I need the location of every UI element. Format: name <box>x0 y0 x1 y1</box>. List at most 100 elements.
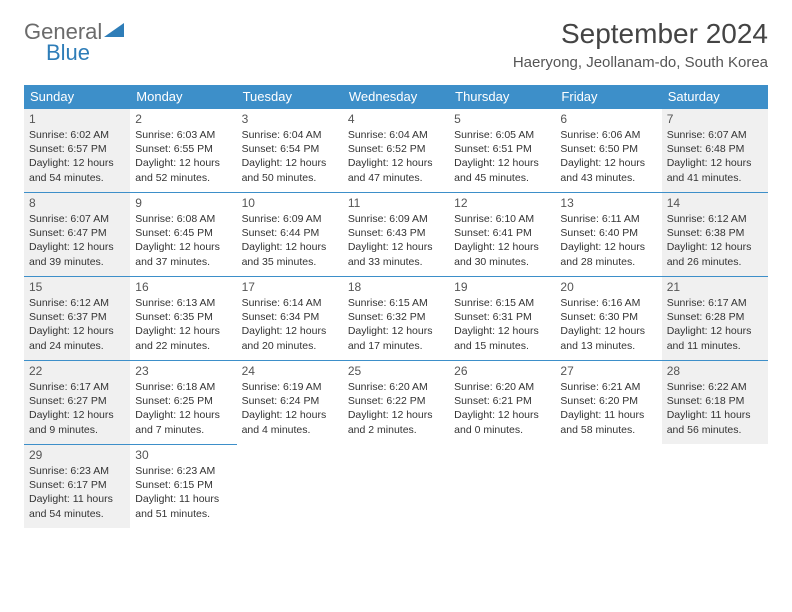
weekday-header: Sunday <box>24 85 130 108</box>
day-number: 13 <box>560 196 656 210</box>
header-row: General Blue September 2024 Haeryong, Je… <box>24 18 768 71</box>
calendar-cell: 3 Sunrise: 6:04 AMSunset: 6:54 PMDaylight… <box>237 108 343 192</box>
day-number: 12 <box>454 196 550 210</box>
calendar-cell: 11 Sunrise: 6:09 AMSunset: 6:43 PMDayligh… <box>343 192 449 276</box>
calendar-cell: 26Sunrise: 6:20 AMSunset: 6:21 PMDayligh… <box>449 360 555 444</box>
day-number: 15 <box>29 280 125 294</box>
day-number: 26 <box>454 364 550 378</box>
calendar-cell: 22 Sunrise: 6:17 AMSunset: 6:27 PMDayligh… <box>24 360 130 444</box>
weekday-header: Friday <box>555 85 661 108</box>
brand-triangle-icon <box>104 22 124 43</box>
day-info: Sunrise: 6:07 AMSunset: 6:47 PMDaylight:… <box>29 212 125 269</box>
weekday-header: Saturday <box>662 85 768 108</box>
calendar-cell-empty <box>662 444 768 528</box>
day-number: 17 <box>242 280 338 294</box>
day-info: Sunrise: 6:09 AMSunset: 6:43 PMDaylight:… <box>348 212 444 269</box>
calendar-cell: 25 Sunrise: 6:20 AMSunset: 6:22 PMDayligh… <box>343 360 449 444</box>
calendar-cell: 6 Sunrise: 6:06 AMSunset: 6:50 PMDaylight… <box>555 108 661 192</box>
day-info: Sunrise: 6:15 AMSunset: 6:32 PMDaylight:… <box>348 296 444 353</box>
calendar-cell: 7Sunrise: 6:07 AMSunset: 6:48 PMDaylight… <box>662 108 768 192</box>
day-number: 11 <box>348 196 444 210</box>
calendar-cell: 15 Sunrise: 6:12 AMSunset: 6:37 PMDayligh… <box>24 276 130 360</box>
day-info: Sunrise: 6:08 AMSunset: 6:45 PMDaylight:… <box>135 212 231 269</box>
calendar-grid: SundayMondayTuesdayWednesdayThursdayFrid… <box>24 85 768 528</box>
day-info: Sunrise: 6:12 AMSunset: 6:38 PMDaylight:… <box>667 212 763 269</box>
day-number: 2 <box>135 112 231 126</box>
calendar-cell: 28 Sunrise: 6:22 AMSunset: 6:18 PMDayligh… <box>662 360 768 444</box>
day-number: 28 <box>667 364 763 378</box>
day-info: Sunrise: 6:23 AMSunset: 6:15 PMDaylight:… <box>135 464 231 521</box>
day-number: 20 <box>560 280 656 294</box>
day-info: Sunrise: 6:11 AMSunset: 6:40 PMDaylight:… <box>560 212 656 269</box>
calendar-cell: 5 Sunrise: 6:05 AMSunset: 6:51 PMDaylight… <box>449 108 555 192</box>
day-info: Sunrise: 6:02 AMSunset: 6:57 PMDaylight:… <box>29 128 125 185</box>
header-right: September 2024 Haeryong, Jeollanam-do, S… <box>513 18 768 71</box>
day-info: Sunrise: 6:04 AMSunset: 6:52 PMDaylight:… <box>348 128 444 185</box>
calendar-cell: 23 Sunrise: 6:18 AMSunset: 6:25 PMDayligh… <box>130 360 236 444</box>
day-number: 9 <box>135 196 231 210</box>
day-number: 5 <box>454 112 550 126</box>
calendar-cell: 2 Sunrise: 6:03 AMSunset: 6:55 PMDaylight… <box>130 108 236 192</box>
day-info: Sunrise: 6:20 AMSunset: 6:22 PMDaylight:… <box>348 380 444 437</box>
calendar-cell: 18 Sunrise: 6:15 AMSunset: 6:32 PMDayligh… <box>343 276 449 360</box>
day-info: Sunrise: 6:22 AMSunset: 6:18 PMDaylight:… <box>667 380 763 437</box>
day-info: Sunrise: 6:17 AMSunset: 6:27 PMDaylight:… <box>29 380 125 437</box>
day-number: 27 <box>560 364 656 378</box>
day-info: Sunrise: 6:17 AMSunset: 6:28 PMDaylight:… <box>667 296 763 353</box>
day-number: 14 <box>667 196 763 210</box>
page-location: Haeryong, Jeollanam-do, South Korea <box>513 54 768 71</box>
calendar-cell-empty <box>343 444 449 528</box>
calendar-cell: 12 Sunrise: 6:10 AMSunset: 6:41 PMDayligh… <box>449 192 555 276</box>
day-number: 10 <box>242 196 338 210</box>
day-info: Sunrise: 6:06 AMSunset: 6:50 PMDaylight:… <box>560 128 656 185</box>
calendar-cell: 10Sunrise: 6:09 AMSunset: 6:44 PMDayligh… <box>237 192 343 276</box>
brand-logo: General Blue <box>24 18 124 64</box>
day-info: Sunrise: 6:12 AMSunset: 6:37 PMDaylight:… <box>29 296 125 353</box>
day-number: 30 <box>135 448 231 462</box>
day-info: Sunrise: 6:23 AMSunset: 6:17 PMDaylight:… <box>29 464 125 521</box>
brand-text: General Blue <box>24 22 124 64</box>
day-number: 25 <box>348 364 444 378</box>
weekday-header: Thursday <box>449 85 555 108</box>
weekday-header: Wednesday <box>343 85 449 108</box>
day-info: Sunrise: 6:10 AMSunset: 6:41 PMDaylight:… <box>454 212 550 269</box>
day-number: 21 <box>667 280 763 294</box>
day-info: Sunrise: 6:19 AMSunset: 6:24 PMDaylight:… <box>242 380 338 437</box>
day-info: Sunrise: 6:15 AMSunset: 6:31 PMDaylight:… <box>454 296 550 353</box>
day-number: 22 <box>29 364 125 378</box>
day-number: 29 <box>29 448 125 462</box>
day-number: 24 <box>242 364 338 378</box>
calendar-cell: 24 Sunrise: 6:19 AMSunset: 6:24 PMDayligh… <box>237 360 343 444</box>
day-info: Sunrise: 6:05 AMSunset: 6:51 PMDaylight:… <box>454 128 550 185</box>
day-number: 16 <box>135 280 231 294</box>
day-info: Sunrise: 6:03 AMSunset: 6:55 PMDaylight:… <box>135 128 231 185</box>
calendar-cell: 13 Sunrise: 6:11 AMSunset: 6:40 PMDayligh… <box>555 192 661 276</box>
weekday-header: Tuesday <box>237 85 343 108</box>
day-number: 4 <box>348 112 444 126</box>
day-number: 6 <box>560 112 656 126</box>
day-number: 8 <box>29 196 125 210</box>
day-info: Sunrise: 6:16 AMSunset: 6:30 PMDaylight:… <box>560 296 656 353</box>
calendar-cell-empty <box>237 444 343 528</box>
day-number: 7 <box>667 112 763 126</box>
calendar-cell: 20 Sunrise: 6:16 AMSunset: 6:30 PMDayligh… <box>555 276 661 360</box>
calendar-cell: 17 Sunrise: 6:14 AMSunset: 6:34 PMDayligh… <box>237 276 343 360</box>
day-number: 18 <box>348 280 444 294</box>
day-number: 23 <box>135 364 231 378</box>
brand-line2: Blue <box>46 40 90 65</box>
calendar-cell-empty <box>555 444 661 528</box>
weekday-header: Monday <box>130 85 236 108</box>
calendar-cell: 14 Sunrise: 6:12 AMSunset: 6:38 PMDayligh… <box>662 192 768 276</box>
day-number: 3 <box>242 112 338 126</box>
calendar-cell: 19Sunrise: 6:15 AMSunset: 6:31 PMDayligh… <box>449 276 555 360</box>
calendar-cell: 27Sunrise: 6:21 AMSunset: 6:20 PMDayligh… <box>555 360 661 444</box>
page-title: September 2024 <box>513 18 768 50</box>
calendar-cell-empty <box>449 444 555 528</box>
day-info: Sunrise: 6:04 AMSunset: 6:54 PMDaylight:… <box>242 128 338 185</box>
calendar-cell: 1Sunrise: 6:02 AMSunset: 6:57 PMDaylight… <box>24 108 130 192</box>
calendar-cell: 21 Sunrise: 6:17 AMSunset: 6:28 PMDayligh… <box>662 276 768 360</box>
calendar-cell: 29 Sunrise: 6:23 AMSunset: 6:17 PMDayligh… <box>24 444 130 528</box>
day-info: Sunrise: 6:18 AMSunset: 6:25 PMDaylight:… <box>135 380 231 437</box>
day-info: Sunrise: 6:14 AMSunset: 6:34 PMDaylight:… <box>242 296 338 353</box>
day-info: Sunrise: 6:13 AMSunset: 6:35 PMDaylight:… <box>135 296 231 353</box>
